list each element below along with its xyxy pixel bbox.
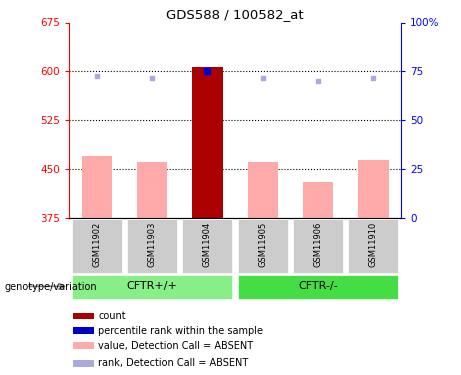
Text: GSM11910: GSM11910 <box>369 222 378 267</box>
Bar <box>72 275 232 298</box>
Bar <box>137 162 167 218</box>
Title: GDS588 / 100582_at: GDS588 / 100582_at <box>166 8 304 21</box>
Text: GSM11902: GSM11902 <box>92 222 101 267</box>
Point <box>93 74 100 80</box>
Text: GSM11905: GSM11905 <box>258 222 267 267</box>
Bar <box>73 342 95 349</box>
Text: GSM11904: GSM11904 <box>203 222 212 267</box>
Text: value, Detection Call = ABSENT: value, Detection Call = ABSENT <box>98 340 253 351</box>
Bar <box>192 67 223 218</box>
Bar <box>183 219 232 273</box>
Text: genotype/variation: genotype/variation <box>5 282 97 292</box>
Bar <box>72 219 122 273</box>
Text: CFTR+/+: CFTR+/+ <box>127 281 177 291</box>
Bar <box>127 219 177 273</box>
Bar <box>73 360 95 366</box>
Point <box>259 75 266 81</box>
Bar <box>82 156 112 218</box>
Text: CFTR-/-: CFTR-/- <box>298 281 338 291</box>
Bar <box>293 219 343 273</box>
Bar <box>73 327 95 334</box>
Bar <box>248 162 278 218</box>
Bar <box>73 312 95 319</box>
Point <box>148 75 156 81</box>
Text: GSM11903: GSM11903 <box>148 222 157 267</box>
Bar <box>349 219 398 273</box>
Point <box>204 68 211 74</box>
Point <box>314 78 322 84</box>
Text: count: count <box>98 311 126 321</box>
Bar <box>358 160 389 218</box>
Text: percentile rank within the sample: percentile rank within the sample <box>98 326 263 336</box>
Bar <box>238 275 398 298</box>
Bar <box>303 182 333 218</box>
Bar <box>238 219 288 273</box>
Text: GSM11906: GSM11906 <box>313 222 323 267</box>
Point <box>370 75 377 81</box>
Text: rank, Detection Call = ABSENT: rank, Detection Call = ABSENT <box>98 358 248 368</box>
